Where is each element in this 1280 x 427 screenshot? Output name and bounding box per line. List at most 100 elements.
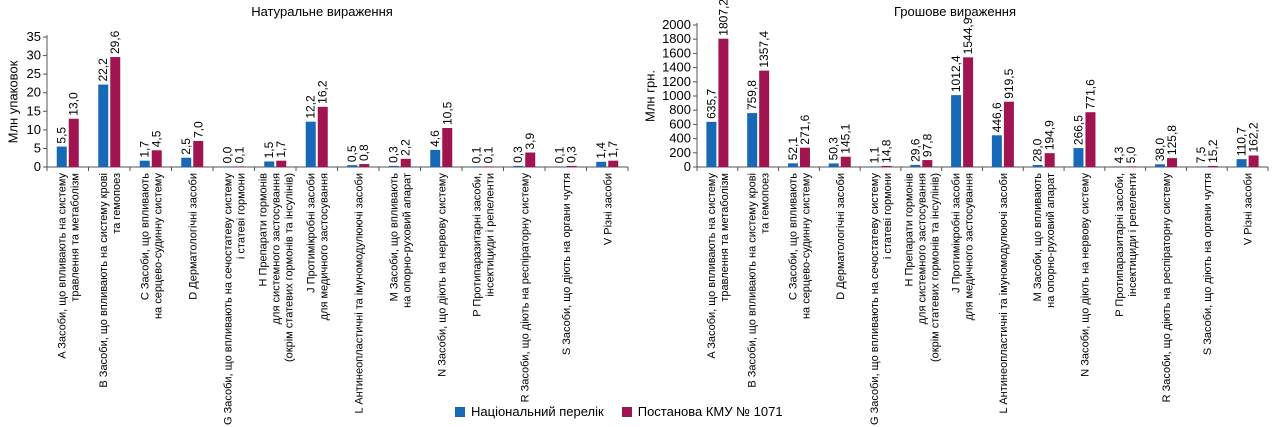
y-tick-label: 25	[27, 66, 41, 81]
data-label: 29,6	[908, 138, 922, 162]
bar	[1085, 112, 1096, 167]
bar	[359, 164, 370, 167]
data-label: 1,1	[868, 146, 882, 163]
data-label: 5,5	[55, 127, 69, 144]
category-label: B Засоби, що впливають на систему крові	[747, 173, 759, 388]
bar	[264, 161, 275, 167]
category-label: M Засоби, що впливають	[1032, 173, 1044, 302]
category-label: D Дерматологічні засоби	[187, 173, 199, 300]
y-tick-label: 2000	[662, 17, 691, 32]
bar	[1248, 155, 1259, 167]
category-label: P Протипаразитарні засоби,	[471, 173, 483, 317]
data-label: 0,1	[553, 146, 567, 163]
y-tick-label: 1800	[662, 31, 691, 46]
y-tick-label: 0	[684, 159, 691, 174]
bar	[388, 165, 399, 167]
category-label: R Засоби, що діють на респіраторну систе…	[1161, 173, 1173, 403]
data-label: 1,7	[274, 141, 288, 158]
data-label: 2,5	[179, 138, 193, 155]
y-axis-label: Млн упаковок	[5, 60, 20, 143]
legend-item-kmu: Постанова КМУ № 1071	[621, 404, 783, 419]
y-tick-label: 600	[669, 116, 691, 131]
bar	[193, 141, 204, 167]
bar	[68, 118, 79, 167]
data-label: 50,3	[827, 137, 841, 161]
data-label: 29,6	[108, 30, 122, 54]
bar	[139, 160, 150, 167]
category-label: інсектициди і репеленти	[1127, 173, 1139, 297]
category-label: на опорно-руховий апарат	[401, 173, 413, 308]
y-tick-label: 35	[27, 29, 41, 44]
legend-swatch-national	[455, 406, 465, 417]
bar	[951, 95, 962, 167]
bar	[963, 57, 974, 167]
category-label: і статеві гормони	[235, 173, 247, 259]
legend-item-national: Національний перелік	[455, 404, 604, 419]
bar	[1236, 159, 1247, 167]
data-label: 15,2	[1206, 139, 1220, 163]
y-tick-label: 30	[27, 48, 41, 63]
bar	[840, 156, 851, 167]
data-label: 194,9	[1043, 120, 1057, 150]
data-label: 13,0	[67, 92, 81, 116]
category-label: L Антинеопластичні та імуномодулюючі зас…	[998, 173, 1010, 413]
category-label: R Засоби, що діють на респіраторну систе…	[519, 173, 531, 403]
data-label: 12,2	[304, 95, 318, 119]
bar	[747, 113, 758, 167]
category-label: N Засоби, що діють на нервову систему	[1079, 173, 1091, 377]
data-label: 1,7	[138, 141, 152, 158]
bar	[1032, 165, 1043, 167]
bar	[1195, 166, 1206, 167]
bar	[718, 38, 729, 168]
data-label: 7,0	[191, 121, 205, 138]
category-label: S Засоби, що діють на органи чуття	[1202, 173, 1214, 355]
bar	[513, 165, 524, 167]
category-label: та гемопоез	[111, 173, 123, 234]
y-tick-label: 1000	[662, 88, 691, 103]
y-tick-label: 0	[34, 159, 41, 174]
data-label: 4,6	[428, 130, 442, 147]
bar	[471, 166, 482, 167]
data-label: 1357,4	[757, 31, 771, 68]
category-label: (окрім статевих гормонів та інсулінів)	[283, 173, 295, 362]
data-label: 1,5	[262, 141, 276, 158]
category-label: на серцево-судинну систему	[152, 173, 164, 320]
bar	[787, 163, 798, 167]
bar	[759, 70, 770, 167]
data-label: 1544,9	[961, 17, 975, 54]
data-label: 0,5	[345, 145, 359, 162]
category-label: для системного застосування	[270, 173, 282, 324]
y-tick-label: 1600	[662, 45, 691, 60]
category-label: для системного застосування	[916, 173, 928, 324]
bar	[1155, 164, 1166, 167]
data-label: 3,9	[523, 133, 537, 150]
bar	[442, 128, 453, 167]
category-label: A Засоби, що впливають на систему	[56, 173, 68, 359]
y-axis-label: Млн грн.	[642, 70, 657, 122]
category-label: для медичного застосування	[318, 173, 330, 320]
data-label: 0,3	[511, 146, 525, 163]
y-tick-label: 800	[669, 102, 691, 117]
bar	[483, 166, 494, 167]
legend-swatch-kmu	[621, 406, 632, 417]
category-label: (окрім статевих гормонів та інсулінів)	[929, 173, 941, 362]
bar	[566, 165, 577, 167]
data-label: 52,1	[786, 137, 800, 161]
data-label: 162,2	[1247, 122, 1261, 152]
chart-title: Натуральне вираження	[251, 4, 393, 19]
data-label: 110,7	[1235, 127, 1249, 156]
bar	[1207, 165, 1218, 167]
category-label: H Препарати гормонів	[257, 173, 269, 287]
bar	[222, 166, 233, 167]
category-label: C Засоби, що впливають	[787, 173, 799, 300]
bar	[400, 158, 411, 167]
bar	[991, 135, 1002, 167]
category-label: G Засоби, що впливають на сечостатеву си…	[869, 173, 881, 426]
bar	[910, 164, 921, 167]
bar	[608, 160, 619, 167]
bar	[110, 57, 121, 167]
data-label: 0,8	[357, 144, 371, 161]
y-tick-label: 1400	[662, 60, 691, 75]
data-label: 0,1	[482, 146, 496, 163]
